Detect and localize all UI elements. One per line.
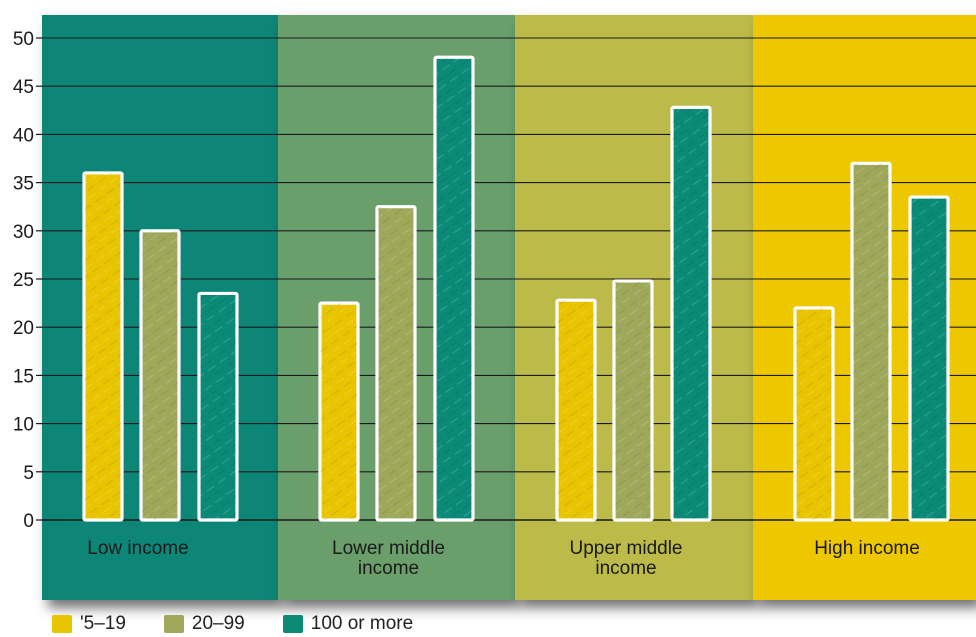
x-category-label: Upper middle income — [570, 538, 683, 579]
x-category-label: Low income — [87, 538, 188, 559]
bar-texture — [141, 230, 179, 521]
x-category-label: High income — [814, 538, 920, 559]
y-tick-label: 30 — [13, 222, 34, 243]
bar-texture — [320, 303, 358, 520]
legend-label: 20–99 — [191, 613, 245, 634]
legend-swatch — [52, 615, 72, 633]
y-tick-label: 45 — [13, 77, 34, 98]
y-tick-label: 40 — [13, 125, 34, 146]
bar-texture — [199, 293, 237, 520]
y-tick-label: 0 — [23, 511, 34, 532]
legend-swatch — [163, 615, 184, 633]
y-tick-label: 10 — [13, 415, 34, 436]
legend: '5–19 20–99 100 or more — [52, 612, 451, 636]
legend-item: 100 or more — [282, 613, 414, 635]
x-category-label: Lower middle income — [332, 538, 445, 579]
bar-texture — [614, 280, 652, 520]
bar-texture — [910, 197, 948, 520]
legend-swatch — [282, 615, 303, 633]
legend-label: 100 or more — [310, 613, 414, 634]
y-tick-label: 5 — [23, 463, 34, 484]
bar-texture — [672, 107, 710, 521]
y-tick-label: 15 — [13, 366, 34, 387]
bar-texture — [852, 163, 890, 520]
bar-texture — [557, 300, 595, 520]
legend-item: 20–99 — [163, 613, 245, 635]
legend-item: '5–19 — [52, 613, 126, 635]
bar-texture — [795, 307, 833, 520]
y-tick-label: 20 — [13, 318, 34, 339]
bar-texture — [84, 172, 122, 520]
bar-texture — [377, 206, 415, 520]
y-tick-label: 25 — [13, 270, 34, 291]
bar-texture — [435, 57, 473, 520]
y-tick-label: 35 — [13, 174, 34, 195]
y-tick-label: 50 — [13, 29, 34, 50]
legend-label: '5–19 — [80, 613, 126, 634]
